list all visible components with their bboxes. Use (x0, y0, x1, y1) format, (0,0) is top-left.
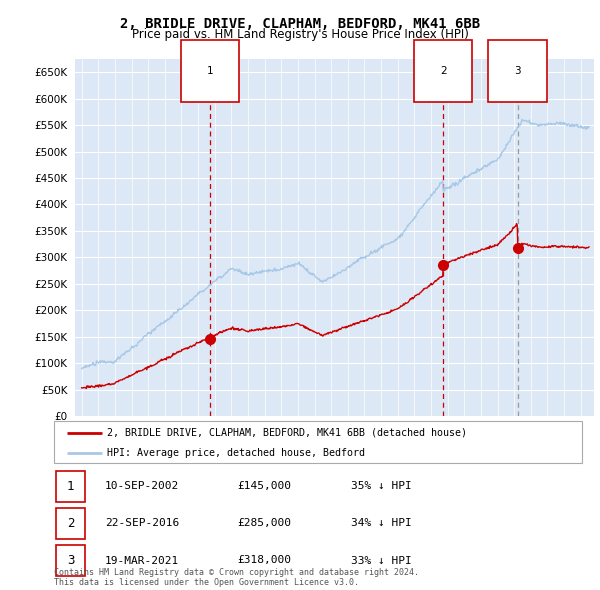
FancyBboxPatch shape (54, 421, 582, 463)
Text: 2, BRIDLE DRIVE, CLAPHAM, BEDFORD, MK41 6BB (detached house): 2, BRIDLE DRIVE, CLAPHAM, BEDFORD, MK41 … (107, 428, 467, 438)
Text: 35% ↓ HPI: 35% ↓ HPI (351, 481, 412, 491)
Text: HPI: Average price, detached house, Bedford: HPI: Average price, detached house, Bedf… (107, 448, 365, 457)
Text: Price paid vs. HM Land Registry's House Price Index (HPI): Price paid vs. HM Land Registry's House … (131, 28, 469, 41)
Text: 34% ↓ HPI: 34% ↓ HPI (351, 519, 412, 528)
Text: 1: 1 (207, 66, 214, 76)
Text: £145,000: £145,000 (237, 481, 291, 491)
Text: 2: 2 (67, 517, 74, 530)
Text: £318,000: £318,000 (237, 556, 291, 565)
FancyBboxPatch shape (56, 508, 85, 539)
Text: 2: 2 (440, 66, 446, 76)
Text: 10-SEP-2002: 10-SEP-2002 (105, 481, 179, 491)
Text: 22-SEP-2016: 22-SEP-2016 (105, 519, 179, 528)
Text: 2, BRIDLE DRIVE, CLAPHAM, BEDFORD, MK41 6BB: 2, BRIDLE DRIVE, CLAPHAM, BEDFORD, MK41 … (120, 17, 480, 31)
Text: 3: 3 (514, 66, 521, 76)
Text: 3: 3 (67, 554, 74, 567)
Text: Contains HM Land Registry data © Crown copyright and database right 2024.
This d: Contains HM Land Registry data © Crown c… (54, 568, 419, 587)
Text: 19-MAR-2021: 19-MAR-2021 (105, 556, 179, 565)
FancyBboxPatch shape (56, 471, 85, 502)
Text: 33% ↓ HPI: 33% ↓ HPI (351, 556, 412, 565)
Text: £285,000: £285,000 (237, 519, 291, 528)
Text: 1: 1 (67, 480, 74, 493)
FancyBboxPatch shape (56, 545, 85, 576)
